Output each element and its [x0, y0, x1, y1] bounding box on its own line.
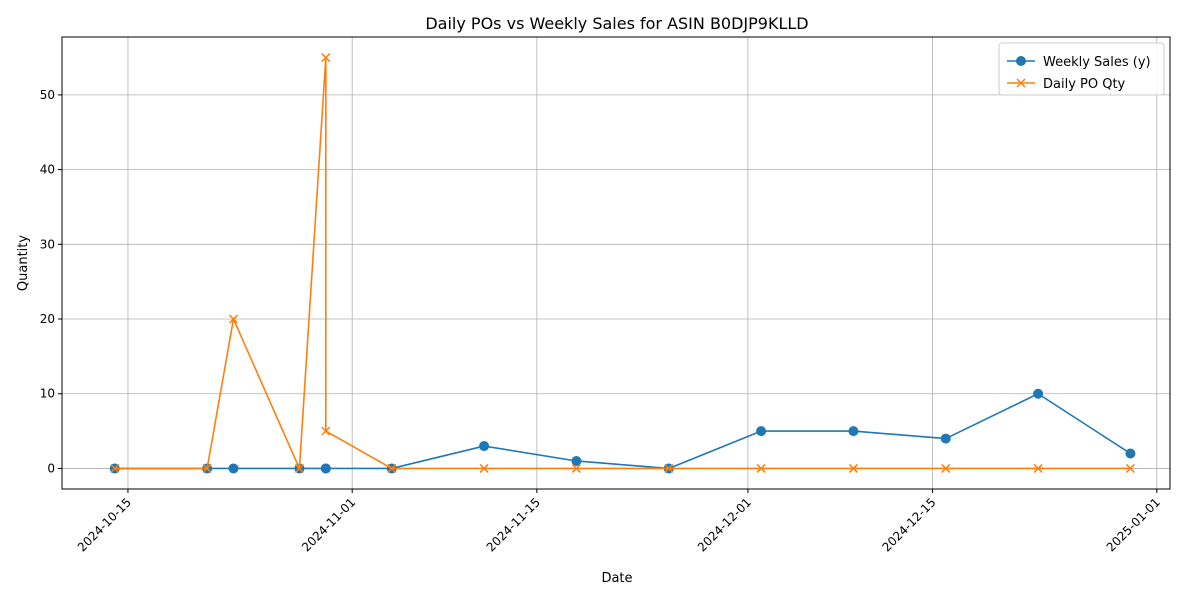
series-layer — [109, 53, 1136, 474]
legend-box — [998, 42, 1165, 96]
data-point — [202, 463, 212, 473]
y-tick-label: 0 — [47, 461, 55, 475]
y-tick-label: 20 — [40, 312, 55, 326]
legend-marker — [1016, 78, 1026, 88]
legend-marker — [1016, 56, 1026, 66]
y-tick-label: 50 — [40, 88, 55, 102]
data-point — [756, 463, 766, 473]
data-point — [479, 441, 490, 452]
y-tick-label: 30 — [40, 237, 55, 251]
data-point — [321, 426, 331, 436]
data-point — [940, 433, 951, 444]
legend-label: Daily PO Qty — [1043, 77, 1126, 92]
data-point — [848, 463, 858, 473]
plot-frame — [61, 36, 1171, 490]
data-point — [228, 463, 239, 474]
chart-title: Daily POs vs Weekly Sales for ASIN B0DJP… — [425, 14, 808, 33]
data-point — [941, 463, 951, 473]
data-point — [571, 463, 581, 473]
data-point — [1125, 448, 1136, 459]
data-point — [228, 314, 239, 324]
data-point — [571, 455, 582, 466]
data-point — [1033, 388, 1044, 399]
data-point — [110, 463, 120, 473]
x-axis-title: Date — [601, 571, 632, 586]
series-daily-po-qty — [110, 53, 1135, 473]
data-point — [664, 463, 674, 473]
data-point — [756, 426, 767, 437]
data-point — [294, 463, 304, 473]
data-point — [321, 53, 331, 63]
data-point — [479, 463, 489, 473]
y-tick-label: 10 — [40, 387, 55, 401]
legend: Weekly Sales (y) Daily PO Qty — [998, 42, 1165, 96]
y-axis-title: Quantity — [16, 235, 31, 291]
data-point — [320, 463, 331, 474]
legend-label: Weekly Sales (y) — [1043, 55, 1151, 70]
y-tick-label: 40 — [40, 163, 55, 177]
data-point — [848, 426, 859, 437]
data-point — [1125, 463, 1135, 473]
data-point — [1033, 463, 1043, 473]
series-line — [114, 392, 1131, 470]
data-point — [387, 463, 397, 473]
